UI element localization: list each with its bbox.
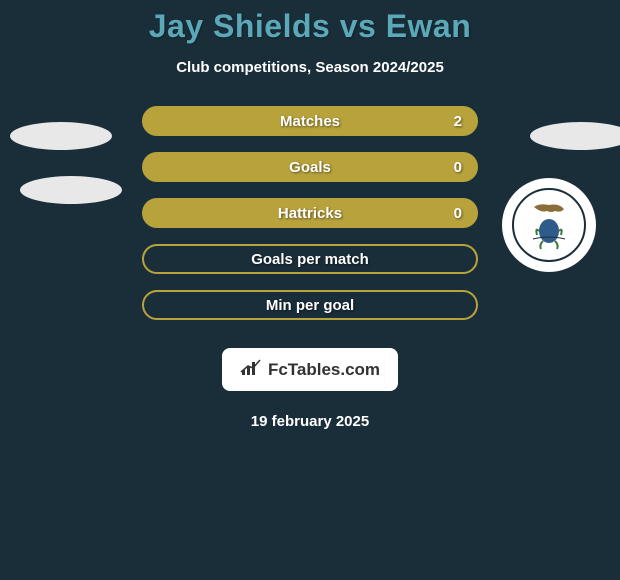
stat-value: 0	[454, 205, 462, 222]
stats-list: Matches 2 Goals 0 Hattricks 0 Goals per …	[142, 106, 478, 320]
stat-label: Goals	[289, 159, 331, 176]
club-crest	[502, 178, 596, 272]
stat-row-hattricks: Hattricks 0	[142, 198, 478, 228]
stat-label: Matches	[280, 113, 340, 130]
stat-row-min-per-goal: Min per goal	[142, 290, 478, 320]
crest-inner	[512, 188, 586, 262]
source-badge[interactable]: FcTables.com	[222, 348, 398, 391]
stat-value: 2	[454, 113, 462, 130]
chart-icon	[240, 358, 262, 381]
stat-label: Min per goal	[266, 297, 354, 314]
date-label: 19 february 2025	[251, 413, 369, 430]
source-label: FcTables.com	[268, 360, 380, 380]
subtitle: Club competitions, Season 2024/2025	[176, 59, 444, 76]
stat-label: Goals per match	[251, 251, 369, 268]
stat-row-goals: Goals 0	[142, 152, 478, 182]
stat-value: 0	[454, 159, 462, 176]
page-title: Jay Shields vs Ewan	[149, 8, 472, 45]
eagle-thistle-icon	[519, 195, 579, 255]
player-avatar-placeholder	[20, 176, 122, 204]
player-avatar-placeholder	[10, 122, 112, 150]
stat-row-goals-per-match: Goals per match	[142, 244, 478, 274]
stat-label: Hattricks	[278, 205, 342, 222]
stat-row-matches: Matches 2	[142, 106, 478, 136]
